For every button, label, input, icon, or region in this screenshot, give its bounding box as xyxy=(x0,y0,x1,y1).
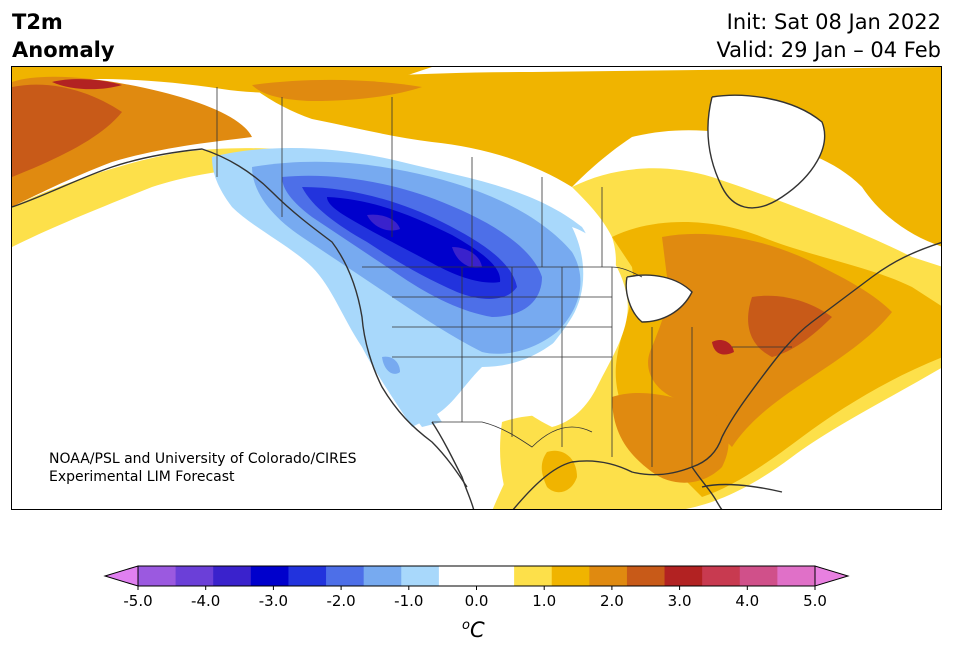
valid-range: Valid: 29 Jan – 04 Feb xyxy=(716,38,941,62)
colorbar-tick-label: 2.0 xyxy=(600,592,624,610)
atlantic-coast xyxy=(721,241,941,438)
title-line1: T2m xyxy=(12,10,63,34)
colorbar-swatch xyxy=(589,566,628,586)
colorbar-unit: oC xyxy=(462,618,485,642)
east-hotspot xyxy=(712,340,734,355)
east-strong-warm xyxy=(748,295,832,357)
colorbar-swatch xyxy=(514,566,553,586)
colorbar-swatch xyxy=(175,566,214,586)
colorbar-tick-label: -5.0 xyxy=(123,592,152,610)
hudson-neutral xyxy=(707,95,825,208)
map-title: T2m Anomaly xyxy=(12,8,115,64)
colorbar-swatch xyxy=(288,566,327,586)
colorbar-svg: -5.0 -4.0 -3.0 -2.0 -1.0 0.0 1.0 2.0 3.0 4.0 5.0 xyxy=(103,565,850,610)
credit-text: NOAA/PSL and University of Colorado/CIRE… xyxy=(49,450,357,486)
colorbar-swatch xyxy=(702,566,741,586)
cuba xyxy=(701,483,783,493)
texas-mild xyxy=(541,450,577,493)
colorbar-tick-label: 4.0 xyxy=(735,592,759,610)
colorbar-swatch xyxy=(551,566,590,586)
canada-provinces xyxy=(281,97,603,267)
coastlines xyxy=(12,94,941,509)
colorbar-swatch xyxy=(664,566,703,586)
credit-line1: NOAA/PSL and University of Colorado/CIRE… xyxy=(49,451,357,467)
colorbar-tick-label: 5.0 xyxy=(803,592,827,610)
south-warm-core xyxy=(612,392,729,483)
colorbar-under-arrow xyxy=(103,565,139,587)
colorbar-tick-label: -4.0 xyxy=(191,592,220,610)
colorbar-swatch xyxy=(476,566,515,586)
florida xyxy=(691,466,723,509)
north-canada-orange xyxy=(252,79,422,101)
unit-base: C xyxy=(469,618,485,642)
colorbar-tick-label: 3.0 xyxy=(668,592,692,610)
colorbar-swatch xyxy=(250,566,289,586)
colorbar-swatch xyxy=(438,566,477,586)
colorbar-swatch xyxy=(626,566,666,586)
alaska-hotspot xyxy=(52,79,122,90)
colorbar-swatch xyxy=(363,566,402,586)
anomaly-map xyxy=(11,66,942,510)
unit-sup: o xyxy=(462,618,470,633)
forecast-dates: Init: Sat 08 Jan 2022 Valid: 29 Jan – 04… xyxy=(716,8,941,64)
colorbar-tick-label: -2.0 xyxy=(326,592,355,610)
pacific-coast xyxy=(12,148,468,488)
us-mexico-border xyxy=(432,421,593,448)
california-mild-cold xyxy=(382,356,400,374)
west-deepest-cold-2 xyxy=(452,247,482,268)
political-borders xyxy=(216,87,792,467)
init-date: Init: Sat 08 Jan 2022 xyxy=(726,10,941,34)
credit-line2: Experimental LIM Forecast xyxy=(49,469,235,485)
alaska-hot xyxy=(12,84,122,177)
colorbar-over-arrow xyxy=(814,565,850,587)
hudson-bay xyxy=(707,94,826,209)
colorbar-swatch xyxy=(739,566,778,586)
great-lakes xyxy=(625,274,693,323)
colorbar-tick-label: -3.0 xyxy=(259,592,288,610)
us-states xyxy=(392,267,792,467)
gulf-coast xyxy=(512,436,723,509)
colorbar-tick-label: -1.0 xyxy=(394,592,423,610)
colorbar-swatch xyxy=(777,566,816,586)
colorbar-swatch xyxy=(401,566,440,586)
great-lakes-neutral xyxy=(626,275,692,322)
colorbar-swatch xyxy=(213,566,252,586)
colorbar-swatch xyxy=(138,566,177,586)
colorbar-tick-label: 0.0 xyxy=(465,592,489,610)
baja xyxy=(431,421,475,509)
colorbar: -5.0 -4.0 -3.0 -2.0 -1.0 0.0 1.0 2.0 3.0 4.0 5.0 xyxy=(0,560,953,650)
colorbar-swatch xyxy=(326,566,365,586)
title-line2: Anomaly xyxy=(12,38,115,62)
map-svg xyxy=(12,67,941,509)
colorbar-tick-label: 1.0 xyxy=(532,592,556,610)
